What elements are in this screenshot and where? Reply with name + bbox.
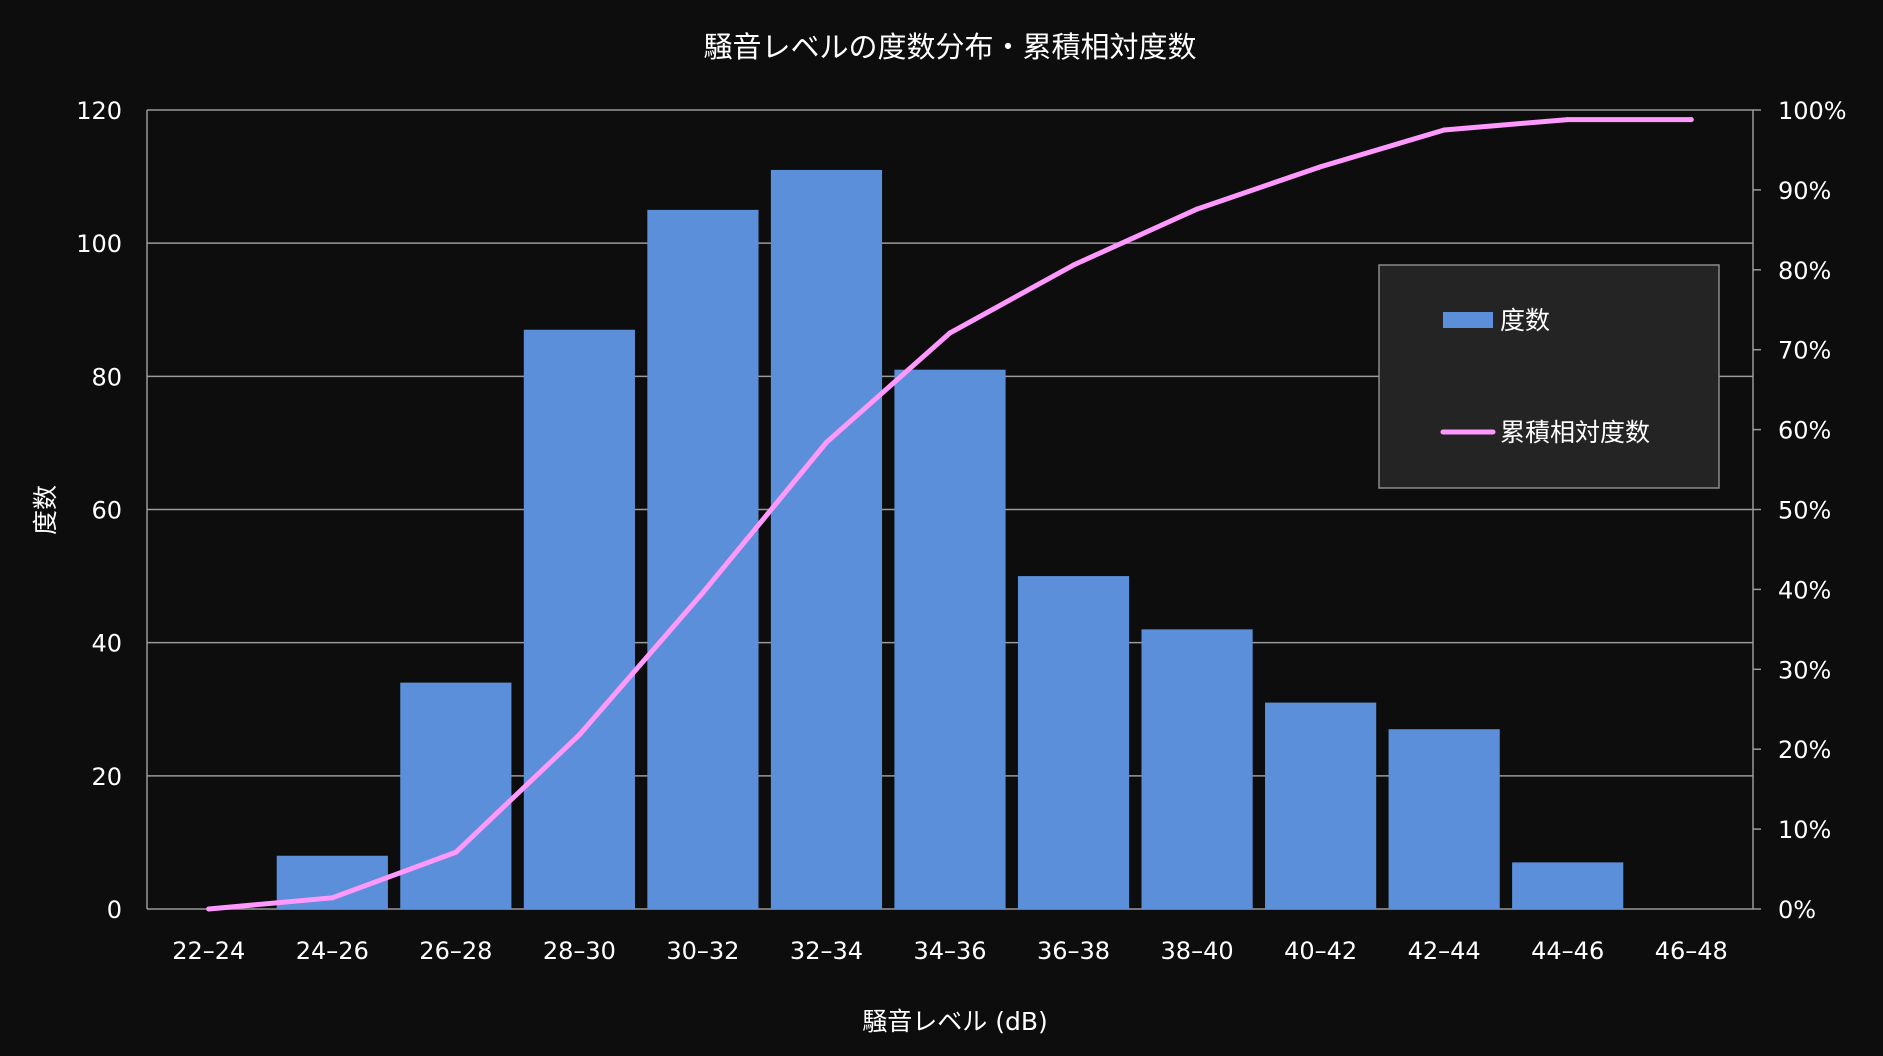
bar-42–44 [1388,729,1500,909]
x-tick-label: 40–42 [1284,937,1357,965]
cumulative-point-36–38 [1071,262,1077,268]
y-tick-label: 80 [91,363,122,391]
y2-tick-label: 100% [1778,97,1847,125]
x-tick-label: 22–24 [172,937,245,965]
cumulative-point-42–44 [1441,127,1447,133]
cumulative-point-46–48 [1688,117,1694,123]
y2-tick-label: 20% [1778,736,1831,764]
cumulative-point-24–26 [329,895,335,901]
x-axis-ticks: 22–24 24–26 26–28 28–30 30–32 32–34 34–36 36–38… [172,937,1728,965]
y-tick-label: 100 [76,230,122,258]
chart-title: 騒音レベルの度数分布・累積相対度数 [703,30,1196,64]
y-axis-right-ticks: 0% 10% 20% 30% 40% 50% 60% 70% 80% 90% 100% [1753,97,1847,924]
legend-label-bar: 度数 [1500,306,1550,335]
x-tick-label: 26–28 [419,937,492,965]
x-axis-label: 騒音レベル (dB) [862,1007,1047,1036]
y2-tick-label: 40% [1778,576,1831,604]
bar-36–38 [1017,576,1130,909]
cumulative-point-44–46 [1565,117,1571,123]
legend-bar-swatch [1443,312,1493,328]
x-tick-label: 44–46 [1531,937,1604,965]
cumulative-point-32–34 [823,439,829,445]
bar-28–30 [523,329,635,910]
bar-40–42 [1265,702,1377,909]
x-tick-label: 28–30 [543,937,616,965]
legend-label-line: 累積相対度数 [1500,418,1650,447]
cumulative-point-26–28 [453,849,459,855]
cumulative-point-22–24 [206,906,212,912]
y2-tick-label: 30% [1778,656,1831,684]
cumulative-point-28–30 [576,732,582,738]
x-tick-label: 36–38 [1037,937,1110,965]
bars [276,169,1624,910]
legend-box [1378,264,1720,489]
x-tick-label: 30–32 [666,937,739,965]
x-tick-label: 46–48 [1655,937,1728,965]
legend: 度数 累積相対度数 [1378,264,1720,489]
y-axis-label: 度数 [31,485,60,535]
cumulative-line [206,117,1694,912]
bar-38–40 [1141,629,1253,909]
cumulative-point-34–36 [947,330,953,336]
y2-tick-label: 0% [1778,896,1816,924]
y2-tick-label: 80% [1778,257,1831,285]
bar-30–32 [647,209,759,909]
y-tick-label: 0 [107,896,122,924]
x-tick-label: 38–40 [1161,937,1234,965]
y-tick-label: 20 [91,763,122,791]
y2-tick-label: 70% [1778,337,1831,365]
x-tick-label: 34–36 [913,937,986,965]
cumulative-point-40–42 [1318,164,1324,170]
bar-32–34 [770,169,883,910]
y2-tick-label: 90% [1778,177,1831,205]
y-tick-label: 60 [91,497,122,525]
y-tick-label: 40 [91,630,122,658]
bar-26–28 [400,682,512,909]
y2-tick-label: 60% [1778,417,1831,445]
x-tick-label: 24–26 [296,937,369,965]
bar-44–46 [1512,862,1624,909]
bar-34–36 [894,369,1006,909]
y2-tick-label: 50% [1778,497,1831,525]
y-axis-left-ticks: 0 20 40 60 80 100 120 [76,97,122,924]
cumulative-point-30–32 [700,590,706,596]
cumulative-point-38–40 [1194,206,1200,212]
y2-tick-label: 10% [1778,816,1831,844]
x-tick-label: 42–44 [1408,937,1481,965]
y-tick-label: 120 [76,97,122,125]
x-tick-label: 32–34 [790,937,863,965]
